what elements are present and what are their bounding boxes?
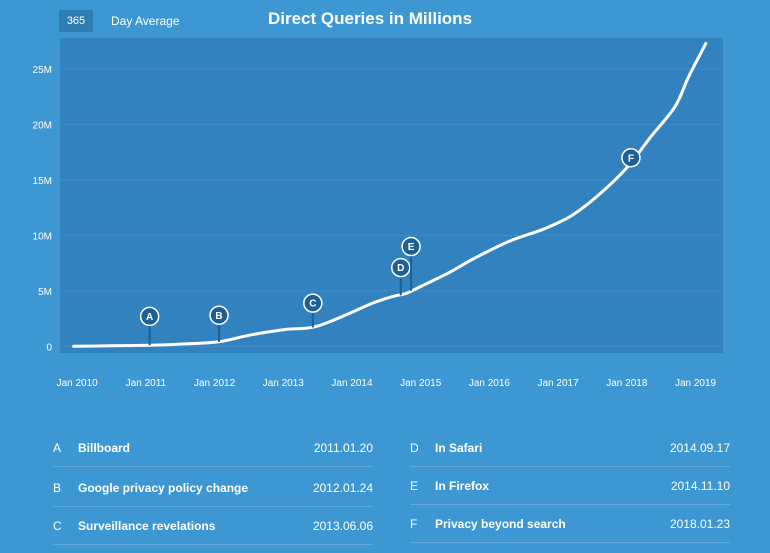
y-tick-label: 25M: [33, 65, 52, 76]
legend-item: B Google privacy policy change 2012.01.2…: [53, 468, 373, 507]
period-label: Day Average: [111, 14, 180, 28]
legend-item: E In Firefox 2014.11.10: [410, 466, 730, 505]
y-tick-label: 20M: [33, 121, 52, 132]
plot-area: [60, 38, 723, 353]
event-marker: [139, 306, 160, 327]
legend-label: Privacy beyond search: [435, 517, 566, 531]
legend-letter: E: [410, 479, 419, 493]
x-tick-label: Jan 2016: [469, 378, 511, 389]
x-tick-label: Jan 2019: [675, 378, 717, 389]
y-tick-label: 5M: [38, 287, 52, 298]
legend-date: 2012.01.24: [312, 481, 373, 495]
legend-letter: D: [410, 441, 419, 455]
y-tick-label: 0: [46, 342, 52, 353]
x-tick-label: Jan 2012: [194, 378, 236, 389]
legend-date: 2013.06.06: [312, 519, 373, 533]
x-tick-label: Jan 2015: [400, 378, 442, 389]
event-marker-label: D: [397, 263, 404, 274]
legend-item: D In Safari 2014.09.17: [410, 428, 730, 467]
event-legend: A Billboard 2011.01.20 B Google privacy …: [0, 428, 770, 553]
y-tick-label: 15M: [33, 176, 52, 187]
legend-letter: F: [410, 517, 418, 531]
event-marker: [209, 305, 229, 326]
event-marker-label: B: [215, 311, 222, 322]
chart-canvas: A B C DE F 0 5M 10M 15M 20M 25M Jan 2010 Jan 2011 Ja…: [33, 38, 723, 389]
event-marker-label: C: [309, 299, 316, 310]
y-tick-label: 10M: [33, 231, 52, 242]
legend-letter: B: [53, 481, 62, 495]
chart-title: Direct Queries in Millions: [267, 9, 473, 28]
legend-label: Billboard: [78, 441, 131, 455]
legend-letter: A: [53, 441, 62, 455]
legend-date: 2014.11.10: [670, 479, 730, 493]
event-marker-label: A: [146, 312, 153, 323]
legend-date: 2018.01.23: [669, 517, 730, 531]
legend-letter: C: [53, 519, 62, 533]
legend-label: Google privacy policy change: [78, 481, 249, 495]
legend-label: Surveillance revelations: [78, 519, 216, 533]
legend-item: F Privacy beyond search 2018.01.23: [410, 504, 730, 543]
event-marker: [303, 293, 323, 313]
legend-item: A Billboard 2011.01.20: [53, 428, 373, 467]
x-tick-label: Jan 2013: [263, 378, 305, 389]
legend-date: 2014.09.17: [669, 441, 730, 455]
x-tick-label: Jan 2011: [126, 378, 167, 389]
legend-label: In Firefox: [435, 479, 490, 493]
event-marker-label: E: [408, 242, 415, 253]
legend-date: 2011.01.20: [313, 441, 373, 455]
legend-label: In Safari: [435, 441, 483, 455]
event-marker: [391, 257, 411, 278]
event-marker: [401, 236, 421, 257]
x-tick-label: Jan 2018: [606, 378, 648, 389]
legend-item: C Surveillance revelations 2013.06.06: [53, 506, 373, 545]
x-tick-label: Jan 2017: [538, 378, 580, 389]
period-selector[interactable]: 365: [59, 10, 93, 32]
event-marker-label: F: [628, 153, 634, 164]
event-marker: [621, 148, 641, 168]
chart-header: 365 Day Average Direct Queries in Millio…: [0, 0, 770, 38]
x-tick-label: Jan 2014: [331, 378, 373, 389]
x-tick-label: Jan 2010: [57, 378, 99, 389]
